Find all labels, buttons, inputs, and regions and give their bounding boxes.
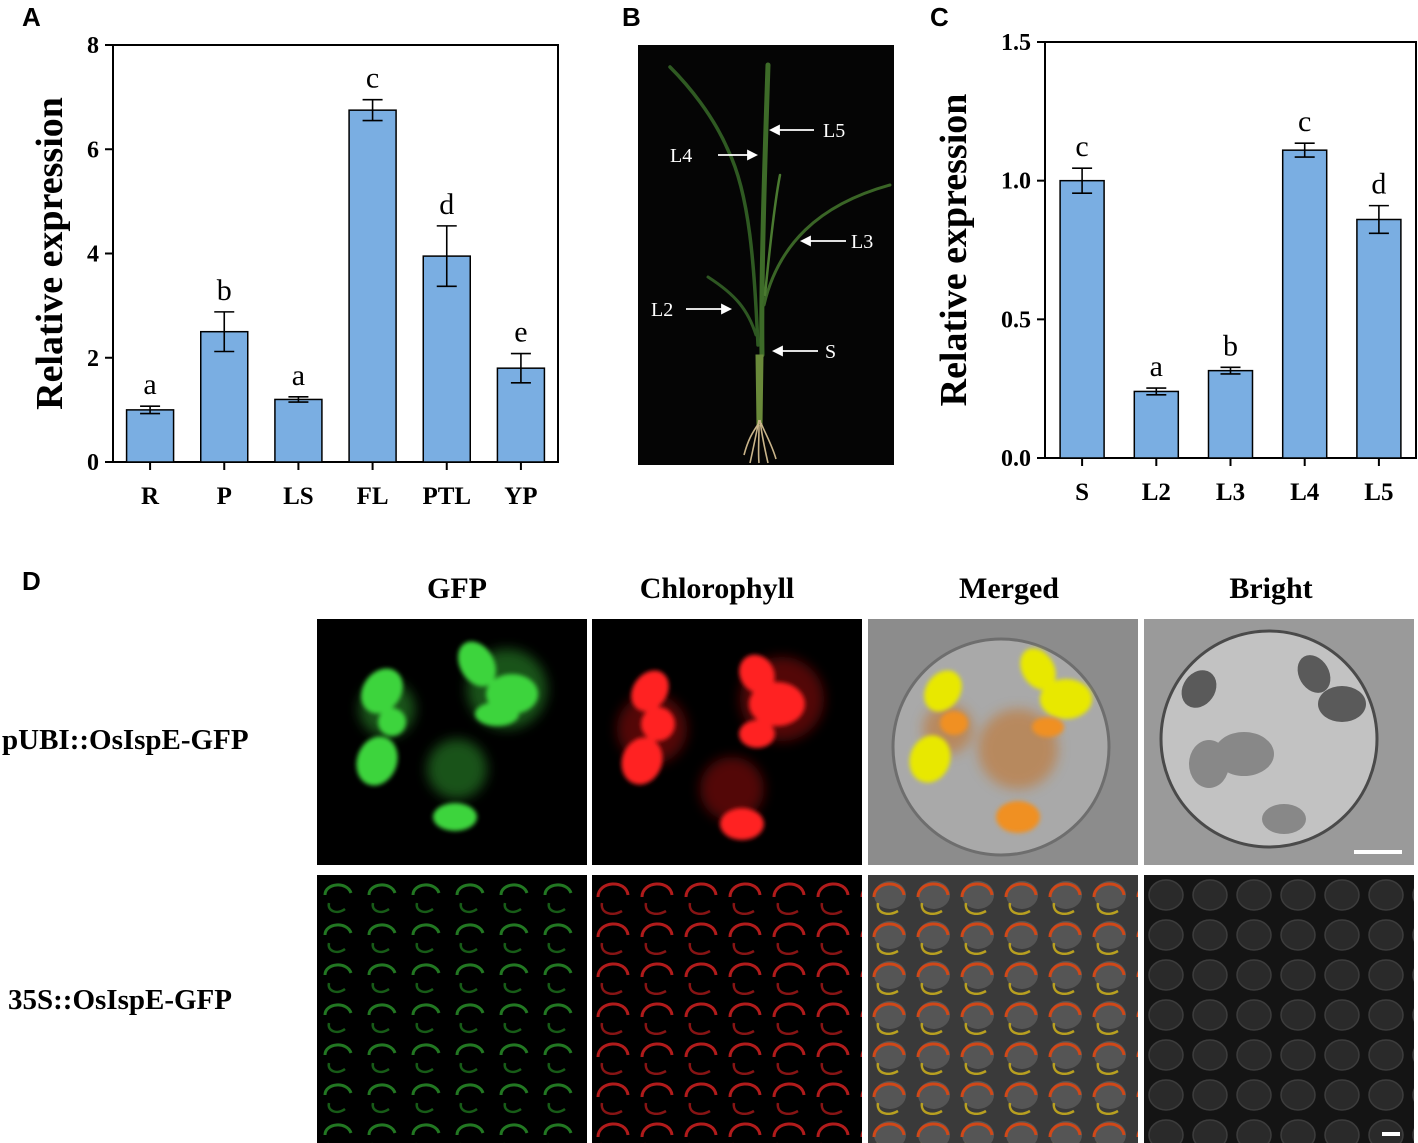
leaf-label-l2: L2 bbox=[651, 299, 673, 321]
y-tick-label: 0.0 bbox=[1001, 446, 1031, 472]
plant-roots bbox=[743, 419, 777, 464]
significance-letter: c bbox=[1075, 130, 1088, 163]
bar bbox=[348, 109, 397, 463]
panel-letter-b: B bbox=[622, 2, 641, 32]
x-tick-label: LS bbox=[283, 483, 314, 510]
x-tick-label: P bbox=[217, 483, 232, 510]
bar bbox=[274, 398, 323, 463]
x-tick-label: S bbox=[1075, 479, 1089, 506]
panel-letter-a: A bbox=[22, 2, 41, 32]
tile-35s-bright bbox=[1144, 875, 1414, 1143]
plant-photo: L5 L4 L3 L2 S bbox=[638, 45, 894, 465]
bar bbox=[1133, 390, 1180, 459]
col-header-bright: Bright bbox=[1229, 572, 1313, 605]
row-label-35s: 35S::OsIspE-GFP bbox=[8, 984, 232, 1016]
leaf-label-l5: L5 bbox=[823, 120, 845, 142]
x-tick-label: L3 bbox=[1216, 479, 1245, 506]
y-tick-label: 1.5 bbox=[1001, 30, 1031, 56]
leaf-label-s: S bbox=[825, 341, 836, 363]
significance-letter: b bbox=[1223, 329, 1238, 362]
significance-letter: a bbox=[143, 368, 156, 401]
significance-letter: a bbox=[1150, 350, 1163, 383]
x-tick-label: PTL bbox=[422, 483, 471, 510]
plot-frame bbox=[112, 44, 559, 463]
plant-shoot bbox=[668, 62, 892, 426]
y-axis-label: Relative expression bbox=[933, 94, 975, 407]
bar bbox=[422, 255, 471, 463]
y-tick-label: 0.5 bbox=[1001, 307, 1031, 333]
x-tick-label: YP bbox=[504, 483, 537, 510]
tile-pubi-merged bbox=[868, 619, 1138, 865]
row-label-pubi: pUBI::OsIspE-GFP bbox=[2, 724, 249, 756]
x-tick-label: L2 bbox=[1142, 479, 1171, 506]
tile-pubi-bright bbox=[1144, 619, 1414, 865]
significance-letter: d bbox=[439, 188, 454, 221]
bar bbox=[1356, 218, 1402, 459]
col-header-chlorophyll: Chlorophyll bbox=[639, 572, 795, 605]
y-axis-label: Relative expression bbox=[29, 97, 71, 410]
chart-a: 0 2 4 6 8 Relative expression a Rb Pa LS c FL d PTL e Y… bbox=[29, 33, 559, 510]
leaf-label-l3: L3 bbox=[851, 231, 873, 253]
tile-35s-gfp bbox=[317, 875, 587, 1143]
label-arrows bbox=[686, 124, 846, 357]
x-tick-label: FL bbox=[357, 483, 389, 510]
tile-35s-merged bbox=[868, 875, 1138, 1143]
bar bbox=[1207, 369, 1254, 459]
significance-letter: a bbox=[292, 359, 305, 392]
tile-pubi-gfp bbox=[317, 619, 587, 865]
x-tick-label: R bbox=[141, 483, 160, 510]
y-tick-label: 2 bbox=[87, 346, 99, 372]
significance-letter: d bbox=[1371, 168, 1386, 201]
y-tick-label: 1.0 bbox=[1001, 169, 1031, 195]
y-tick-label: 6 bbox=[87, 137, 99, 163]
bar bbox=[125, 409, 175, 463]
panel-letter-c: C bbox=[930, 2, 949, 32]
significance-letter: c bbox=[366, 62, 379, 95]
y-tick-label: 4 bbox=[87, 242, 99, 268]
leaf-labels: L5 L4 L3 L2 S bbox=[651, 120, 873, 363]
x-tick-label: L5 bbox=[1364, 479, 1393, 506]
col-header-gfp: GFP bbox=[427, 572, 487, 605]
bar bbox=[1281, 149, 1328, 459]
significance-letter: c bbox=[1298, 105, 1311, 138]
significance-letter: b bbox=[217, 274, 232, 307]
significance-letter: e bbox=[514, 316, 527, 349]
panel-letter-d: D bbox=[22, 566, 41, 596]
tile-pubi-chlorophyll bbox=[592, 619, 862, 865]
bar bbox=[1059, 179, 1105, 459]
tile-35s-chlorophyll bbox=[592, 875, 862, 1143]
leaf-label-l4: L4 bbox=[670, 145, 692, 167]
chart-c: 0.0 0.5 1.0 1.5 Relative expression c Sa L2 b L3 c… bbox=[933, 30, 1417, 506]
y-tick-label: 0 bbox=[87, 450, 99, 476]
y-tick-label: 8 bbox=[87, 33, 99, 59]
x-tick-label: L4 bbox=[1290, 479, 1320, 506]
col-header-merged: Merged bbox=[959, 572, 1059, 605]
